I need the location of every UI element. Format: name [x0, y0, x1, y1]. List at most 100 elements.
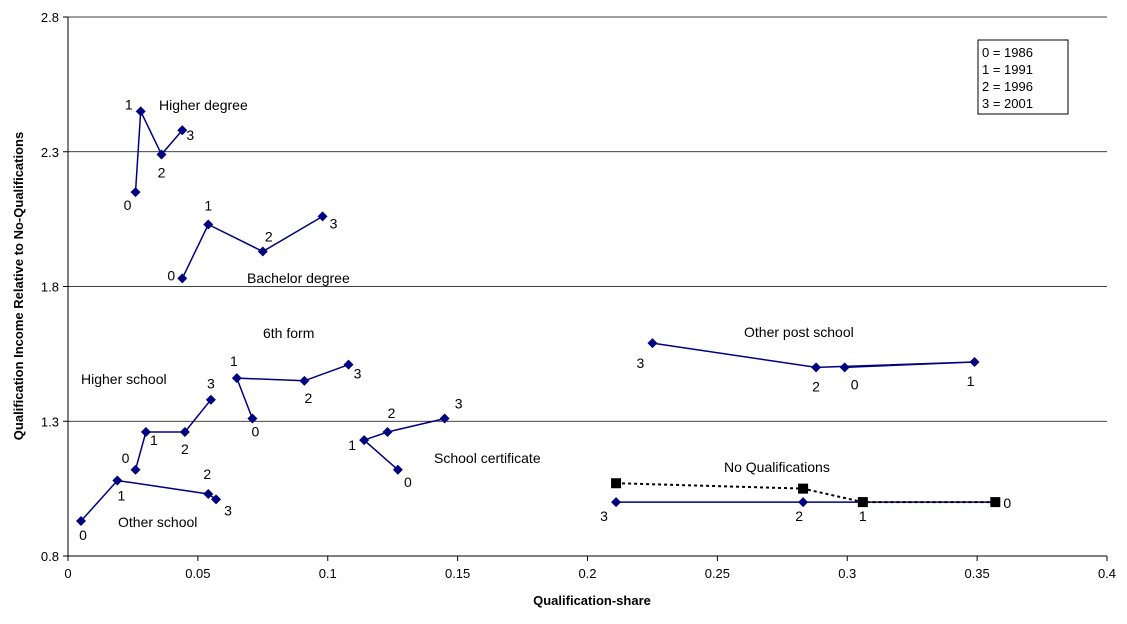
data-point [392, 464, 403, 475]
data-point [177, 125, 188, 136]
data-point [839, 362, 850, 373]
point-label: 2 [203, 466, 211, 482]
series-line [181, 215, 323, 279]
point-label: 1 [348, 437, 356, 453]
series-name-label: No Qualifications [724, 459, 830, 475]
y-tick-label: 2.8 [41, 10, 59, 25]
series-0: 0 1 2 3 [124, 96, 195, 213]
x-tick-label: 0.2 [578, 566, 596, 581]
data-point [343, 359, 354, 370]
series-6: 0 1 2 3 [637, 338, 980, 394]
data-point [439, 413, 450, 424]
series-4: 0 1 2 3 [348, 396, 463, 490]
point-label: 0 [79, 527, 87, 543]
point-label: 2 [158, 164, 166, 180]
data-point [112, 475, 123, 486]
data-point [203, 219, 214, 230]
series-line [235, 363, 349, 419]
data-point [811, 362, 822, 373]
x-tick-label: 0.25 [705, 566, 730, 581]
point-label: 3 [224, 502, 232, 518]
point-label: 3 [207, 376, 215, 392]
data-point [857, 497, 868, 508]
series-group: 0 1 2 3 0 1 2 3 0 1 2 3 0 1 2 3 0 1 2 3 0 1 2 3 0 1 2 3 0 1 2 3 [75, 96, 1011, 543]
point-label: 1 [967, 373, 975, 389]
x-tick-label: 0.15 [445, 566, 470, 581]
point-label: 3 [637, 355, 645, 371]
x-axis-title: Qualification-share [533, 593, 651, 608]
y-tick-label: 0.8 [41, 549, 59, 564]
data-point [969, 356, 980, 367]
legend-entry: 1 = 1991 [982, 62, 1033, 77]
series-name-label: Higher school [81, 371, 167, 387]
point-label: 2 [795, 508, 803, 524]
series-name-label: Bachelor degree [247, 270, 350, 286]
point-label: 0 [122, 450, 130, 466]
point-label: 3 [600, 508, 608, 524]
data-point [359, 435, 370, 446]
point-label: 2 [265, 228, 273, 244]
tick-labels: 0.8 1.3 1.8 2.3 2.8 0 0.05 0.1 0.15 0.2 0.25 0.3 0.3… [41, 10, 1116, 581]
data-point [990, 497, 1001, 508]
data-point [130, 187, 141, 198]
x-tick-label: 0.4 [1098, 566, 1116, 581]
point-label: 0 [167, 267, 175, 283]
point-label: 0 [851, 376, 859, 392]
point-label: 1 [230, 353, 238, 369]
series-name-label: 6th form [263, 325, 314, 341]
series-7: 0 1 2 3 [600, 495, 1011, 524]
point-label: 1 [125, 96, 133, 112]
series-2: 0 1 2 3 [230, 353, 362, 439]
point-label: 0 [1003, 495, 1011, 511]
x-tick-label: 0.05 [185, 566, 210, 581]
point-label: 3 [330, 215, 338, 231]
data-point [231, 373, 242, 384]
point-label: 3 [455, 396, 463, 412]
point-label: 1 [859, 508, 867, 524]
legend-entry: 3 = 2001 [982, 96, 1033, 111]
data-point [130, 464, 141, 475]
x-tick-label: 0.1 [319, 566, 337, 581]
data-point [177, 273, 188, 284]
point-label: 3 [354, 366, 362, 382]
series-1: 0 1 2 3 [167, 198, 338, 284]
series-3: 0 1 2 3 [122, 376, 216, 475]
data-point [203, 489, 214, 500]
data-point [140, 427, 151, 438]
series-labels: Higher degree Bachelor degree 6th form High… [81, 97, 854, 530]
legend-entry: 2 = 1996 [982, 79, 1033, 94]
y-tick-label: 1.3 [41, 414, 59, 429]
point-label: 2 [812, 378, 820, 394]
series-name-label: School certificate [434, 450, 541, 466]
x-tick-label: 0 [64, 566, 71, 581]
y-axis-title: Qualification Income Relative to No-Qual… [11, 132, 26, 440]
series-name-label: Other school [118, 514, 197, 530]
series-name-label: Other post school [744, 324, 854, 340]
data-point [299, 375, 310, 386]
point-label: 1 [117, 488, 125, 504]
point-label: 3 [186, 127, 194, 143]
series-line [80, 479, 217, 522]
point-label: 0 [404, 474, 412, 490]
y-tick-label: 2.3 [41, 145, 59, 160]
data-point [382, 427, 393, 438]
data-point [211, 494, 222, 505]
axes [63, 16, 1108, 561]
legend: 0 = 1986 1 = 1991 2 = 1996 3 = 2001 [977, 39, 1069, 115]
data-point [135, 106, 146, 117]
data-point [179, 427, 190, 438]
series-name-label: Higher degree [159, 97, 248, 113]
series-line [652, 342, 975, 369]
data-point [257, 246, 268, 257]
data-point [75, 515, 86, 526]
x-tick-label: 0.35 [964, 566, 989, 581]
point-label: 1 [150, 432, 158, 448]
point-label: 2 [181, 441, 189, 457]
series-line [134, 108, 183, 193]
series-line [616, 482, 996, 504]
legend-entry: 0 = 1986 [982, 45, 1033, 60]
data-point [156, 149, 167, 160]
data-point [798, 497, 809, 508]
series-5: 0 1 2 3 [75, 466, 232, 543]
